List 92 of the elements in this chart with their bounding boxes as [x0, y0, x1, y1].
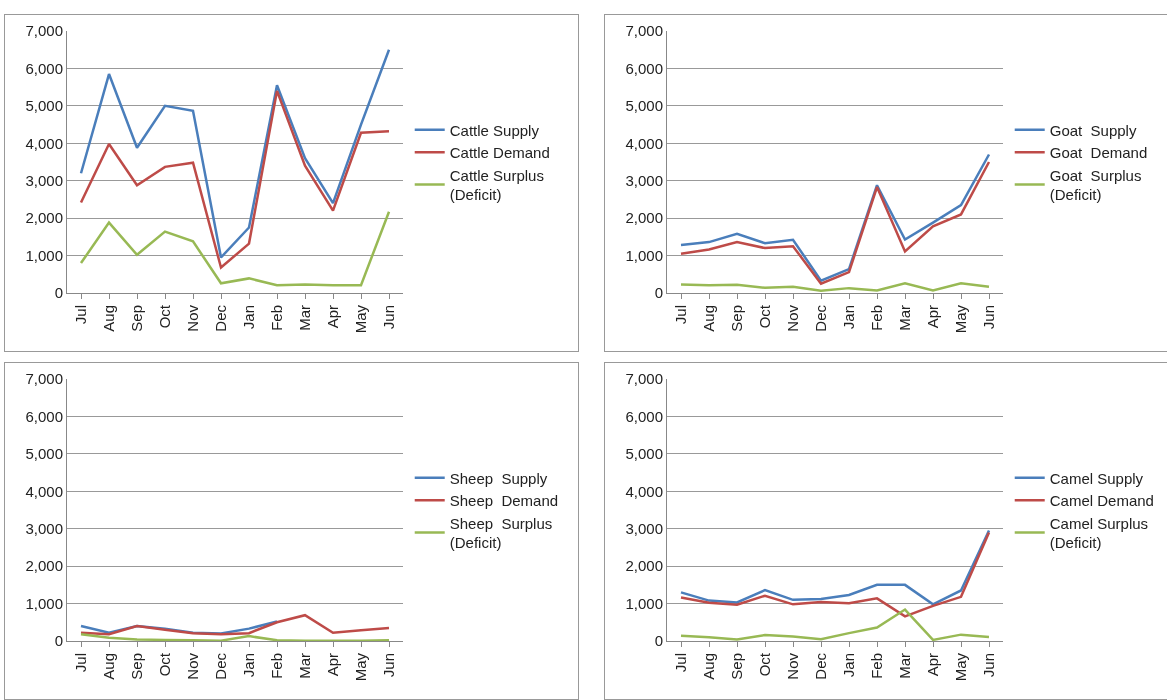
x-tick-label: Jun [979, 653, 997, 678]
x-tick-label: Feb [267, 653, 285, 679]
x-tick-label: Mar [295, 653, 313, 679]
x-tick-label: Apr [923, 305, 941, 329]
legend-label: Sheep Demand [449, 492, 559, 510]
x-tick-label: Sep [727, 305, 745, 332]
x-tick-label: Aug [99, 653, 117, 680]
x-tick-label: Nov [783, 304, 801, 332]
legend-label: Cattle Surplus (Deficit) [449, 166, 544, 204]
y-tick-label: 1,000 [25, 594, 63, 612]
legend-label: Goat Demand [1049, 144, 1148, 162]
y-tick-label: 2,000 [25, 209, 63, 227]
y-tick-label: 3,000 [25, 519, 63, 537]
x-tick-label: Sep [727, 653, 745, 680]
x-tick-label: Dec [811, 652, 829, 680]
y-tick-label: 6,000 [25, 59, 63, 77]
x-tick-label: May [351, 652, 369, 682]
y-tick-label: 1,000 [625, 246, 663, 264]
y-tick-label: 0 [654, 284, 663, 302]
x-tick-label: Mar [295, 305, 313, 331]
legend-label: Sheep Supply [449, 469, 548, 487]
legend-label: Goat Supply [1049, 121, 1137, 139]
x-tick-label: Nov [183, 652, 201, 680]
x-tick-label: Oct [155, 304, 173, 329]
y-tick-label: 7,000 [25, 22, 63, 40]
x-tick-label: Oct [155, 652, 173, 677]
y-tick-label: 0 [54, 632, 63, 650]
x-tick-label: Jun [379, 305, 397, 330]
x-tick-label: Dec [211, 304, 229, 332]
y-tick-label: 5,000 [25, 445, 63, 463]
x-tick-label: Jul [71, 305, 89, 325]
y-tick-label: 5,000 [625, 97, 663, 115]
x-tick-label: Jun [979, 305, 997, 330]
x-tick-label: Dec [211, 652, 229, 680]
x-tick-label: May [351, 304, 369, 334]
legend-label: Cattle Supply [449, 121, 540, 139]
y-tick-label: 7,000 [25, 370, 63, 388]
y-tick-label: 3,000 [625, 519, 663, 537]
legend-label: Camel Surplus (Deficit) [1049, 514, 1149, 552]
x-tick-label: Dec [811, 304, 829, 332]
x-tick-label: May [951, 304, 969, 334]
y-tick-label: 2,000 [25, 557, 63, 575]
legend-label: Goat Surplus (Deficit) [1049, 166, 1142, 204]
x-tick-label: Mar [895, 653, 913, 679]
x-tick-label: Jul [71, 653, 89, 673]
y-tick-label: 6,000 [625, 59, 663, 77]
x-tick-label: Aug [699, 305, 717, 332]
x-tick-label: Oct [755, 652, 773, 677]
x-tick-label: Nov [783, 652, 801, 680]
x-tick-label: Mar [895, 305, 913, 331]
x-tick-label: Apr [323, 305, 341, 329]
y-tick-label: 4,000 [625, 134, 663, 152]
x-tick-label: Sep [127, 653, 145, 680]
y-tick-label: 7,000 [625, 22, 663, 40]
x-tick-label: Jul [671, 653, 689, 673]
y-tick-label: 2,000 [625, 557, 663, 575]
legend-label: Cattle Demand [449, 144, 550, 162]
y-tick-label: 6,000 [625, 407, 663, 425]
x-tick-label: Jun [379, 653, 397, 678]
y-tick-label: 0 [654, 632, 663, 650]
x-tick-label: Feb [867, 305, 885, 331]
x-tick-label: Aug [99, 305, 117, 332]
x-tick-label: Sep [127, 305, 145, 332]
y-tick-label: 1,000 [625, 594, 663, 612]
y-tick-label: 2,000 [625, 209, 663, 227]
y-tick-label: 5,000 [25, 97, 63, 115]
x-tick-label: Oct [755, 304, 773, 329]
x-tick-label: Jan [839, 653, 857, 678]
legend-label: Camel Demand [1049, 492, 1154, 510]
y-tick-label: 5,000 [625, 445, 663, 463]
legend-label: Camel Supply [1049, 469, 1144, 487]
x-tick-label: Jan [839, 305, 857, 330]
y-tick-label: 1,000 [25, 246, 63, 264]
y-tick-label: 3,000 [25, 171, 63, 189]
x-tick-label: Jul [671, 305, 689, 325]
y-tick-label: 7,000 [625, 370, 663, 388]
y-tick-label: 4,000 [25, 134, 63, 152]
y-tick-label: 3,000 [625, 171, 663, 189]
x-tick-label: Nov [183, 304, 201, 332]
x-tick-label: Feb [867, 653, 885, 679]
x-tick-label: Aug [699, 653, 717, 680]
legend-label: Sheep Surplus (Deficit) [449, 514, 553, 552]
x-tick-label: Jan [239, 305, 257, 330]
x-tick-label: Apr [323, 653, 341, 677]
x-tick-label: Jan [239, 653, 257, 678]
x-tick-label: May [951, 652, 969, 682]
y-tick-label: 0 [54, 284, 63, 302]
y-tick-label: 4,000 [625, 482, 663, 500]
y-tick-label: 6,000 [25, 407, 63, 425]
y-tick-label: 4,000 [25, 482, 63, 500]
x-tick-label: Feb [267, 305, 285, 331]
x-tick-label: Apr [923, 653, 941, 677]
